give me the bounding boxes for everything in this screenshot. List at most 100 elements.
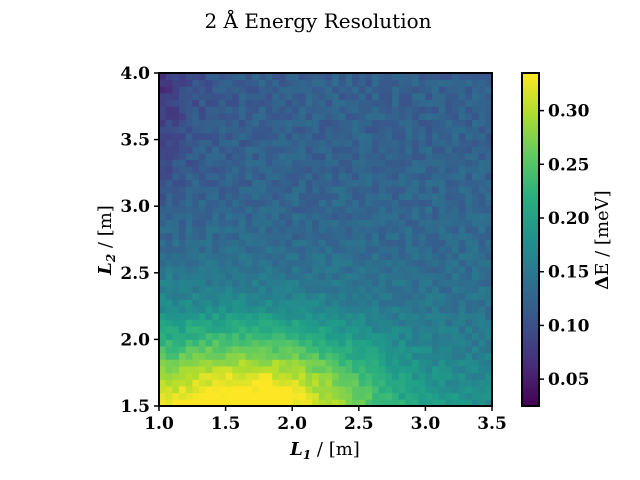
heatmap-cell bbox=[398, 106, 406, 114]
heatmap-cell bbox=[485, 226, 493, 234]
heatmap-cell bbox=[212, 299, 220, 307]
heatmap-cell bbox=[192, 186, 200, 194]
heatmap-cell bbox=[178, 192, 187, 200]
heatmap-cell bbox=[292, 292, 300, 300]
heatmap-cell bbox=[325, 252, 333, 260]
heatmap-cell bbox=[338, 86, 346, 94]
heatmap-cell bbox=[178, 372, 187, 380]
heatmap-cell bbox=[338, 119, 346, 127]
heatmap-cell bbox=[272, 359, 280, 367]
heatmap-cell bbox=[312, 299, 320, 307]
heatmap-cell bbox=[398, 299, 406, 307]
heatmap-cell bbox=[485, 312, 493, 320]
heatmap-cell bbox=[185, 299, 193, 307]
heatmap-cell bbox=[278, 152, 286, 160]
heatmap-cell bbox=[325, 92, 333, 101]
heatmap-cell bbox=[192, 179, 200, 187]
y-axis-label: L2 / [m] bbox=[95, 205, 118, 276]
heatmap-cell bbox=[432, 306, 440, 314]
heatmap-cell bbox=[352, 192, 360, 200]
heatmap-cell bbox=[385, 159, 393, 167]
heatmap-cell bbox=[472, 226, 480, 234]
heatmap-cell bbox=[178, 339, 187, 347]
heatmap-cell bbox=[298, 166, 306, 174]
heatmap-cell bbox=[352, 73, 360, 81]
heatmap-cell bbox=[432, 159, 440, 167]
heatmap-cell bbox=[472, 159, 480, 167]
heatmap-cell bbox=[378, 299, 386, 307]
heatmap-cell bbox=[258, 172, 266, 180]
heatmap-cell bbox=[425, 119, 433, 127]
heatmap-cell bbox=[352, 379, 360, 387]
heatmap-cell bbox=[178, 366, 187, 374]
heatmap-cell bbox=[478, 126, 486, 134]
heatmap-cell bbox=[285, 266, 293, 274]
heatmap-cell bbox=[465, 152, 473, 160]
heatmap-cell bbox=[312, 346, 320, 354]
heatmap-cell bbox=[465, 232, 473, 240]
heatmap-cell bbox=[192, 126, 200, 134]
heatmap-cell bbox=[332, 192, 340, 200]
heatmap-cell bbox=[412, 326, 420, 334]
heatmap-cell bbox=[438, 339, 446, 347]
heatmap-cell bbox=[298, 372, 306, 380]
heatmap-cell bbox=[438, 232, 446, 240]
heatmap-cell bbox=[265, 279, 273, 287]
heatmap-cell bbox=[352, 186, 360, 194]
heatmap-cell bbox=[458, 299, 466, 307]
heatmap-cell bbox=[178, 112, 187, 121]
heatmap-cell bbox=[185, 399, 193, 407]
heatmap-cell bbox=[345, 279, 353, 287]
heatmap-cell bbox=[412, 286, 420, 294]
heatmap-cell bbox=[285, 73, 293, 81]
heatmap-cell bbox=[245, 246, 253, 254]
heatmap-cell bbox=[412, 312, 420, 320]
heatmap-cell bbox=[258, 292, 266, 300]
heatmap-cell bbox=[272, 99, 280, 107]
heatmap-cell bbox=[465, 73, 473, 81]
heatmap-cell bbox=[192, 139, 200, 147]
heatmap-cell bbox=[205, 359, 213, 367]
heatmap-cell bbox=[418, 319, 426, 327]
heatmap-cell bbox=[338, 259, 346, 267]
heatmap-cell bbox=[472, 379, 480, 387]
heatmap-cell bbox=[358, 219, 366, 227]
heatmap-cell bbox=[238, 346, 246, 354]
heatmap-cell bbox=[212, 259, 220, 267]
heatmap-cell bbox=[159, 79, 167, 87]
heatmap-cell bbox=[338, 372, 346, 380]
heatmap-cell bbox=[185, 159, 193, 167]
heatmap-cell bbox=[472, 186, 480, 194]
heatmap-cell bbox=[285, 246, 293, 254]
heatmap-cell bbox=[165, 372, 173, 380]
heatmap-cell bbox=[212, 152, 220, 160]
heatmap-cell bbox=[265, 86, 273, 94]
heatmap-cell bbox=[332, 112, 340, 121]
heatmap-cell bbox=[292, 179, 300, 187]
heatmap-cell bbox=[365, 199, 373, 207]
heatmap-cell bbox=[292, 319, 300, 327]
heatmap-cell bbox=[385, 152, 393, 160]
heatmap-cell bbox=[285, 379, 293, 387]
heatmap-cell bbox=[345, 192, 353, 200]
heatmap-cell bbox=[412, 272, 420, 280]
heatmap-cell bbox=[365, 119, 373, 127]
heatmap-cell bbox=[332, 272, 340, 280]
heatmap-cell bbox=[265, 186, 273, 194]
heatmap-cell bbox=[338, 199, 346, 207]
heatmap-cell bbox=[225, 206, 233, 214]
heatmap-cell bbox=[432, 259, 440, 267]
heatmap-cell bbox=[272, 219, 280, 227]
heatmap-cell bbox=[212, 92, 220, 101]
heatmap-cell bbox=[325, 359, 333, 367]
heatmap-cell bbox=[238, 299, 246, 307]
heatmap-cell bbox=[392, 352, 400, 360]
heatmap-cell bbox=[418, 239, 426, 247]
heatmap-cell bbox=[318, 119, 326, 127]
heatmap-cell bbox=[332, 312, 340, 320]
heatmap-cell bbox=[392, 386, 400, 394]
heatmap-cell bbox=[325, 272, 333, 280]
heatmap-cell bbox=[478, 266, 486, 274]
heatmap-cell bbox=[198, 339, 207, 347]
heatmap-cell bbox=[485, 132, 493, 140]
